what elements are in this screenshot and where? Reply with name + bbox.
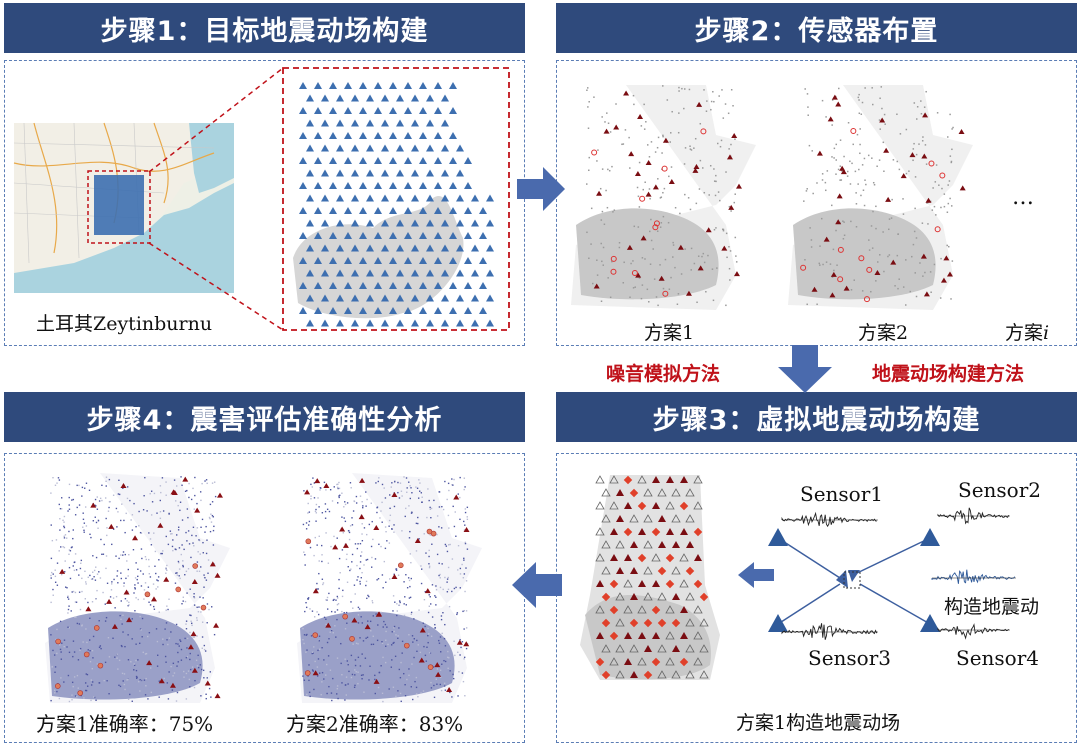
step1-panel [4,60,525,346]
step3-header: 步骤3：虚拟地震动场构建 [556,392,1077,442]
sensor-grid-zoom [282,67,510,331]
sensor2-label: Sensor2 [958,478,1042,502]
damage-map-2 [297,473,482,703]
step2-ellipsis: … [1012,185,1034,210]
step3-caption: 方案1构造地震动场 [736,712,901,734]
scheme2-map [788,85,973,310]
step4-panel [4,453,525,743]
istanbul-map [13,122,234,293]
damage-map-1 [45,473,230,703]
arrow-right [517,167,565,211]
scheme1-label: 方案1 [644,322,695,344]
step1-header: 步骤1：目标地震动场构建 [4,3,525,53]
sensor3-label: Sensor3 [808,646,892,670]
schemei-label: 方案i [1005,322,1050,344]
accuracy-1: 方案1准确率：75% [36,712,214,736]
field-method-label: 地震动场构建方法 [872,363,1025,385]
arrow-left [512,562,562,608]
virtual-field-map [580,475,720,680]
noise-method-label: 噪音模拟方法 [606,363,721,385]
arrow-down [778,345,832,393]
accuracy-2: 方案2准确率：83% [286,712,464,736]
map-caption: 土耳其Zeytinburnu [36,313,213,335]
constructed-motion-label: 构造地震动 [944,596,1040,618]
scheme1-map [571,85,756,310]
step3-panel [556,453,1077,743]
sensor1-label: Sensor1 [800,482,884,506]
step2-header: 步骤2：传感器布置 [556,3,1077,53]
scheme2-label: 方案2 [858,322,909,344]
step4-header: 步骤4：震害评估准确性分析 [4,392,525,442]
sensor-network [768,507,1016,640]
small-left-arrow [738,562,774,588]
corner-square [510,37,517,44]
sensor4-label: Sensor4 [956,646,1040,670]
